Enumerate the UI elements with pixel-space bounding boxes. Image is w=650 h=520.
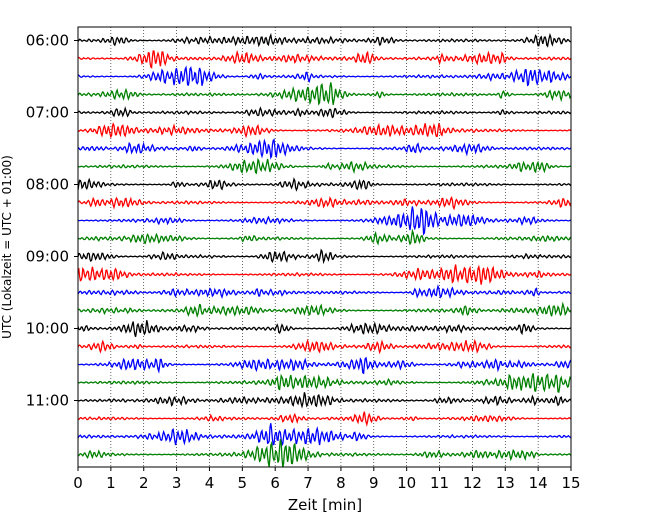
trace-4 [77, 106, 572, 119]
trace-21 [78, 411, 572, 427]
x-tick-label-12: 12 [463, 474, 482, 492]
trace-9 [77, 196, 572, 211]
trace-13 [77, 264, 572, 285]
x-tick-label-8: 8 [336, 474, 346, 492]
x-tick-label-4: 4 [205, 474, 215, 492]
trace-6 [77, 138, 572, 160]
y-tick-label-3: 09:00 [26, 248, 69, 266]
x-tick-label-15: 15 [561, 474, 580, 492]
trace-0 [77, 32, 572, 48]
x-tick-label-13: 13 [496, 474, 515, 492]
plot-frame [77, 26, 572, 468]
x-tick-label-10: 10 [397, 474, 416, 492]
x-tick-label-0: 0 [73, 474, 83, 492]
trace-18 [77, 356, 572, 375]
y-tick-label-1: 07:00 [26, 104, 69, 122]
x-tick-label-7: 7 [303, 474, 313, 492]
x-axis-label: Zeit [min] [288, 496, 362, 514]
x-tick-label-1: 1 [106, 474, 116, 492]
y-axis-ticks: 06:00 07:00 08:00 09:00 10:00 11:00 [26, 32, 78, 410]
trace-12 [77, 248, 572, 265]
x-tick-label-5: 5 [238, 474, 248, 492]
trace-2 [77, 65, 572, 87]
trace-16 [77, 320, 571, 337]
trace-5 [77, 122, 572, 139]
trace-17 [77, 338, 572, 355]
trace-19 [77, 373, 572, 394]
y-axis-label: UTC (Lokalzeit = UTC + 01:00) [0, 155, 14, 339]
trace-11 [77, 228, 572, 246]
x-tick-label-6: 6 [270, 474, 280, 492]
x-tick-label-2: 2 [139, 474, 149, 492]
y-tick-label-0: 06:00 [26, 32, 69, 50]
x-axis-ticks: 0 1 2 3 4 5 6 7 8 9 10 11 12 13 14 15 [73, 467, 581, 492]
trace-23 [77, 439, 572, 468]
y-tick-label-2: 08:00 [26, 176, 69, 194]
trace-8 [77, 177, 572, 192]
x-tick-label-11: 11 [430, 474, 449, 492]
y-tick-label-5: 11:00 [26, 392, 69, 410]
seismogram-traces [77, 32, 572, 468]
gridlines [110, 27, 539, 467]
trace-3 [77, 82, 572, 106]
trace-7 [77, 157, 571, 175]
y-tick-label-4: 10:00 [26, 320, 69, 338]
trace-22 [77, 423, 572, 447]
x-tick-label-14: 14 [529, 474, 548, 492]
trace-10 [77, 206, 571, 236]
trace-1 [77, 49, 572, 69]
trace-20 [77, 392, 572, 409]
trace-14 [77, 284, 571, 300]
x-tick-label-3: 3 [172, 474, 182, 492]
x-tick-label-9: 9 [369, 474, 379, 492]
trace-15 [77, 301, 572, 319]
